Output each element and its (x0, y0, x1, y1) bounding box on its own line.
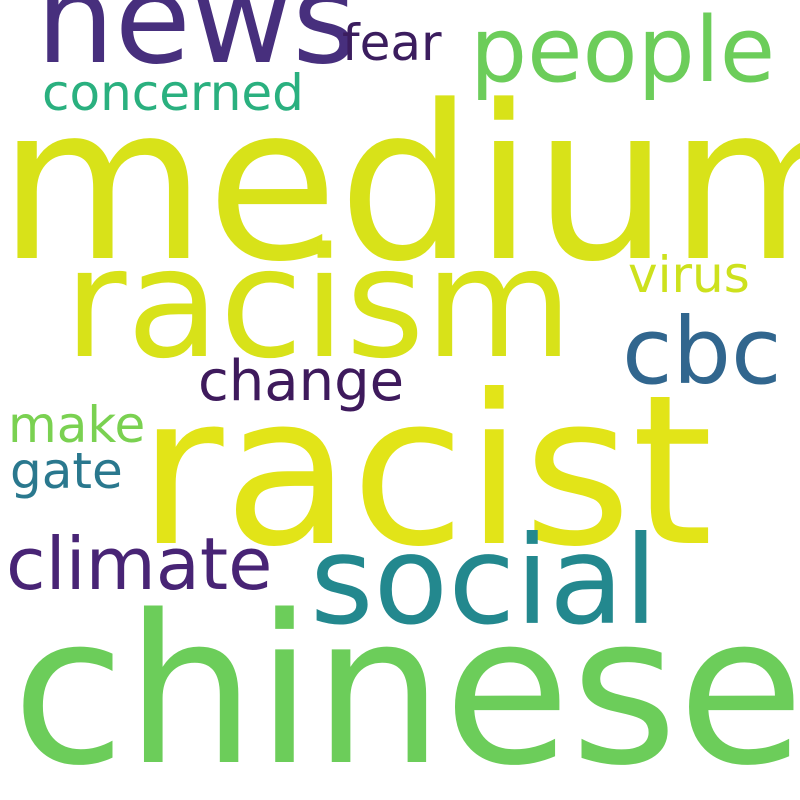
word-fear: fear (342, 14, 442, 72)
word-cbc: cbc (622, 298, 782, 405)
word-change: change (198, 349, 405, 414)
word-people: people (470, 0, 776, 103)
word-racist: racist (138, 351, 714, 593)
word-concerned: concerned (42, 64, 304, 122)
word-racism: racism (64, 215, 573, 392)
word-medium: medium (0, 60, 800, 309)
word-gate: gate (10, 442, 123, 500)
word-chinese: chinese (12, 571, 800, 800)
word-social: social (310, 510, 658, 652)
word-make: make (8, 396, 146, 454)
word-news: news (36, 0, 357, 92)
word-virus: virus (628, 246, 750, 304)
word-climate: climate (6, 522, 273, 606)
